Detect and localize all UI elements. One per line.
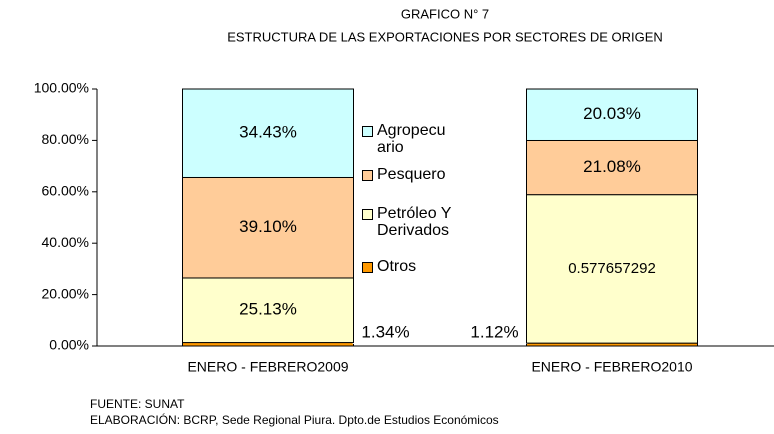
chart-title: GRAFICO N° 7 (401, 6, 489, 21)
legend-label: Pesquero (377, 166, 446, 183)
legend-swatch (362, 126, 373, 137)
y-tick-label: 40.00% (42, 234, 89, 250)
data-label: 1.12% (470, 322, 518, 341)
y-tick-label: 0.00% (49, 337, 89, 353)
bar-segment (526, 88, 698, 141)
legend-item: Agropecuario (362, 122, 453, 156)
y-tick-label: 60.00% (42, 183, 89, 199)
legend-swatch (362, 209, 373, 220)
x-tick-label: ENERO - FEBRERO2009 (187, 359, 348, 375)
legend-label: Agropecuario (377, 122, 446, 156)
legend-label: Petróleo Y Derivados (377, 205, 452, 239)
legend-swatch (362, 262, 373, 273)
source-note: FUENTE: SUNAT (90, 397, 185, 411)
bar-segment (182, 342, 354, 347)
legend-swatch (362, 170, 373, 181)
legend-label: Otros (377, 258, 417, 275)
y-tick-label: 20.00% (42, 285, 89, 301)
data-label: 39.10% (239, 217, 297, 236)
legend-item: Otros (362, 258, 489, 275)
label-bg (461, 320, 528, 344)
bar-segment (526, 139, 698, 196)
bar-segment (182, 88, 354, 178)
y-tick-label: 80.00% (42, 131, 89, 147)
data-label: 20.03% (583, 104, 641, 123)
x-tick-label: ENERO - FEBRERO2010 (531, 359, 692, 375)
chart-subtitle: ESTRUCTURA DE LAS EXPORTACIONES POR SECT… (227, 29, 663, 44)
bar-segment (182, 176, 354, 279)
legend-item: Petróleo Y Derivados (362, 205, 489, 239)
y-tick-label: 100.00% (34, 80, 89, 96)
bar-segment (526, 194, 698, 344)
data-label: 0.577657292 (568, 260, 656, 277)
data-label: 25.13% (239, 300, 297, 319)
data-label: 21.08% (583, 157, 641, 176)
data-label: 34.43% (239, 123, 297, 142)
source-note: ELABORACIÓN: BCRP, Sede Regional Piura. … (90, 412, 499, 427)
legend-item: Pesquero (362, 166, 489, 183)
label-bg (352, 320, 419, 344)
data-label: 1.34% (361, 322, 409, 341)
